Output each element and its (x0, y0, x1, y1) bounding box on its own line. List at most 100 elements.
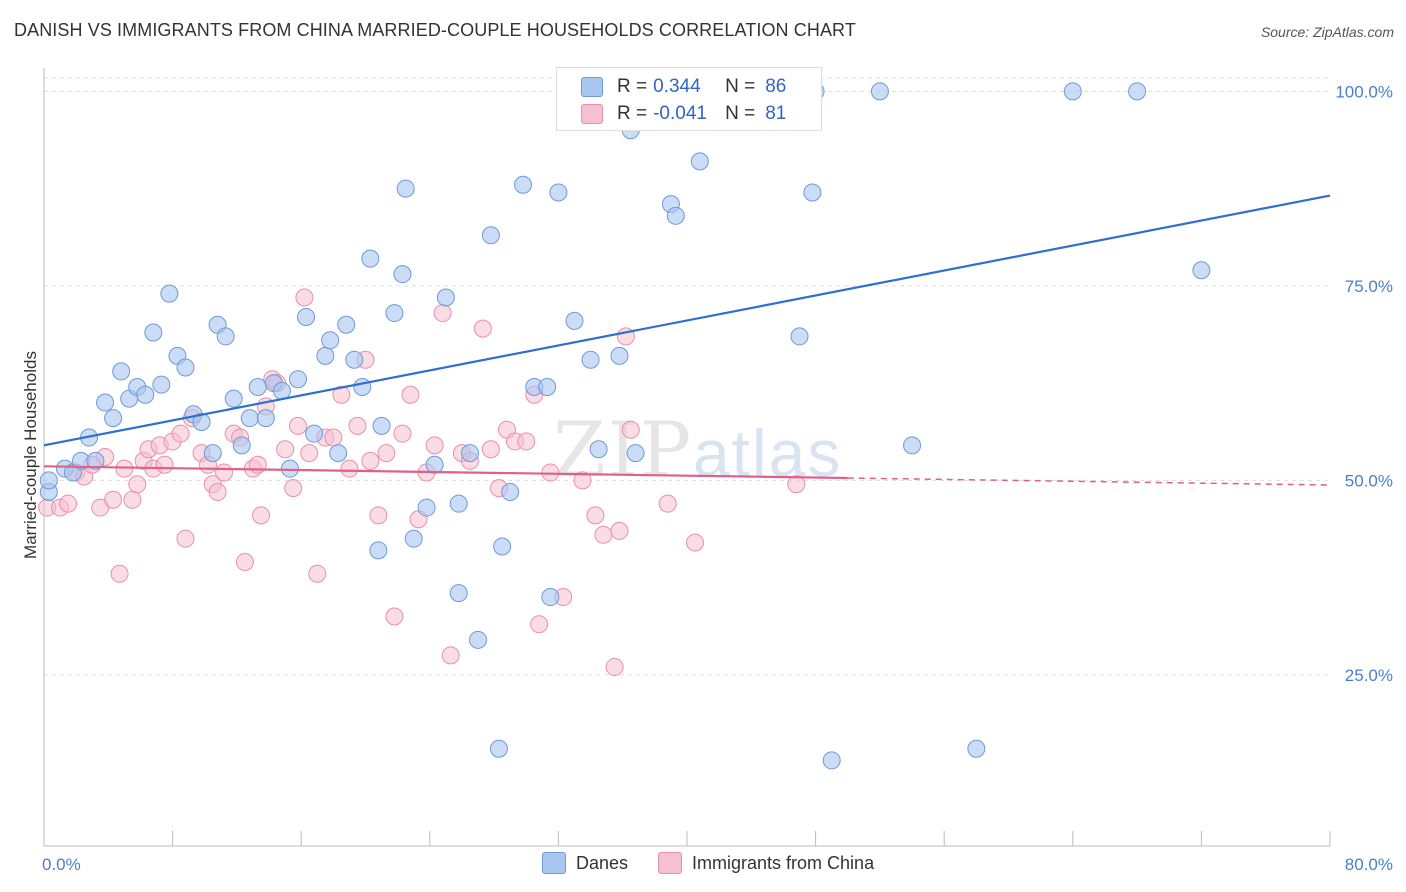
legend-r-label: R = (617, 103, 648, 124)
correlation-legend: R = 0.344 N = 86 R = -0.041 N = 81 (556, 67, 822, 131)
china-point (385, 607, 404, 626)
china-point (300, 444, 319, 463)
china-point (361, 451, 380, 470)
china-point (123, 490, 142, 509)
china-point (393, 424, 412, 443)
china-point (425, 436, 444, 455)
danes-point (436, 288, 455, 307)
legend-row-china: R = -0.041 N = 81 (581, 100, 786, 128)
axes (43, 68, 1331, 847)
danes-point (404, 529, 423, 548)
danes-point (803, 183, 822, 202)
danes-point (870, 82, 889, 101)
china-point (481, 440, 500, 459)
grid-lines (44, 77, 1330, 676)
danes-point (514, 175, 533, 194)
danes-point (160, 284, 179, 303)
china-points (38, 288, 806, 677)
y-tick-label: 50.0% (1345, 471, 1393, 490)
china-point (441, 646, 460, 665)
china-point (610, 521, 629, 540)
legend-item-danes[interactable]: Danes (542, 852, 628, 874)
legend-r-label: R = (617, 76, 648, 97)
legend-label-danes: Danes (576, 852, 629, 873)
china-point (59, 494, 78, 513)
danes-point (396, 179, 415, 198)
legend-label-china: Immigrants from China (692, 852, 875, 873)
china-point (340, 459, 359, 478)
china-point (377, 444, 396, 463)
legend-swatch-danes (581, 77, 603, 97)
legend-item-china[interactable]: Immigrants from China (658, 852, 874, 874)
danes-point (541, 588, 560, 607)
danes-point (903, 436, 922, 455)
china-point (276, 440, 295, 459)
danes-point (337, 315, 356, 334)
china-point (658, 494, 677, 513)
china-point (594, 525, 613, 544)
danes-point (329, 444, 348, 463)
china-point (155, 455, 174, 474)
danes-point (581, 350, 600, 369)
china-point (252, 506, 271, 525)
china-point (308, 564, 327, 583)
danes-point (393, 265, 412, 284)
china-point (401, 385, 420, 404)
china-point (295, 288, 314, 307)
china-point (686, 533, 705, 552)
legend-n-value: 81 (765, 103, 787, 124)
tick-labels: 25.0% 50.0% 75.0% 100.0% 0.0% 80.0% (42, 82, 1393, 874)
china-point (787, 475, 806, 494)
danes-point (372, 416, 391, 435)
danes-point (144, 323, 163, 342)
danes-point (385, 304, 404, 323)
danes-point (112, 362, 131, 381)
china-point (215, 463, 234, 482)
danes-point (216, 327, 235, 346)
legend-n-value: 86 (765, 76, 787, 97)
china-point (517, 432, 536, 451)
danes-point (86, 451, 105, 470)
danes-point (501, 483, 520, 502)
legend-n-label: N = (725, 76, 756, 97)
china-point (573, 471, 592, 490)
danes-point (967, 739, 986, 758)
danes-point (176, 358, 195, 377)
danes-point (203, 444, 222, 463)
danes-point (224, 389, 243, 408)
danes-point (449, 494, 468, 513)
y-axis-title: Married-couple Households (21, 351, 40, 559)
china-point (348, 416, 367, 435)
china-point (128, 475, 147, 494)
china-point (284, 479, 303, 498)
danes-point (690, 152, 709, 171)
china-trend-line (43, 465, 848, 480)
x-tick-label: 0.0% (42, 855, 81, 874)
danes-point (460, 444, 479, 463)
china-point (104, 490, 123, 509)
legend-n-label: N = (725, 103, 756, 124)
y-tick-label: 75.0% (1345, 277, 1393, 296)
china-point (208, 483, 227, 502)
danes-point (449, 584, 468, 603)
danes-point (369, 541, 388, 560)
danes-point (666, 206, 685, 225)
china-point (586, 506, 605, 525)
danes-point (417, 498, 436, 517)
china-point (248, 455, 267, 474)
china-trend-line-extrapolated (847, 477, 1331, 486)
danes-point (790, 327, 809, 346)
danes-point (345, 350, 364, 369)
danes-point (626, 444, 645, 463)
danes-point (489, 739, 508, 758)
danes-point (104, 409, 123, 428)
danes-point (361, 249, 380, 268)
danes-point (1192, 261, 1211, 280)
series-legend: Danes Immigrants from China (542, 852, 904, 874)
china-point (110, 564, 129, 583)
danes-point (297, 307, 316, 326)
china-point (473, 319, 492, 338)
legend-swatch-china (658, 852, 683, 874)
danes-point (549, 183, 568, 202)
